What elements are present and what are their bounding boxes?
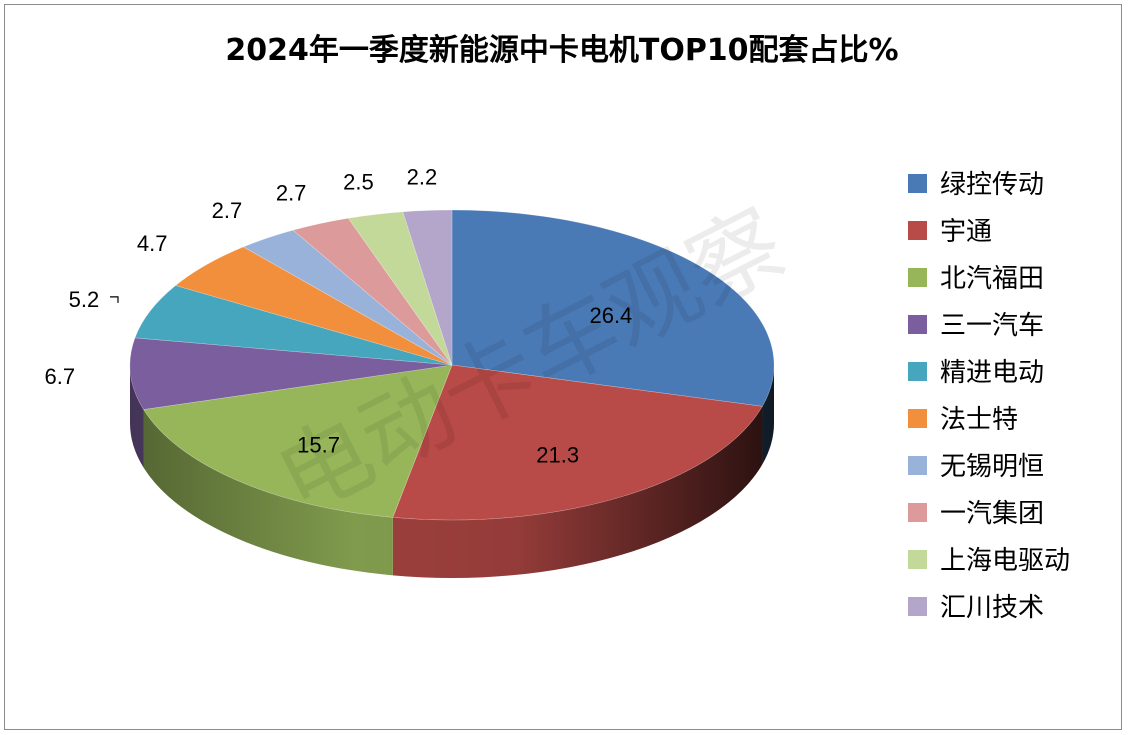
data-label-5: 5.2 — [69, 287, 100, 312]
leader-lines — [109, 296, 119, 303]
legend-swatch-3 — [908, 268, 927, 287]
legend-label-2: 宇通 — [940, 217, 992, 247]
leader-line-5 — [109, 296, 119, 303]
pie-slice-1 — [451, 209, 775, 407]
legend-swatch-1 — [908, 174, 927, 193]
pie-slice-6 — [174, 246, 453, 366]
pie-slice-8 — [292, 217, 453, 366]
legend-label-7: 无锡明恒 — [940, 452, 1044, 482]
legend-label-3: 北汽福田 — [940, 264, 1044, 294]
legend-swatch-6 — [908, 409, 927, 428]
legend-swatch-7 — [908, 456, 927, 475]
pie-slice-5 — [134, 285, 453, 366]
legend-swatch-4 — [908, 315, 927, 334]
legend-swatch-9 — [908, 550, 927, 569]
data-label-8: 2.7 — [276, 180, 307, 205]
legend-label-10: 汇川技术 — [940, 593, 1044, 623]
data-label-7: 2.7 — [212, 198, 243, 223]
pie-slice-10 — [402, 209, 453, 366]
pie-slices — [129, 209, 775, 521]
legend-swatch-8 — [908, 503, 927, 522]
legend-label-1: 绿控传动 — [940, 170, 1044, 200]
pie-slice-2 — [392, 364, 763, 521]
data-label-6: 4.7 — [137, 231, 168, 256]
pie-slice-9 — [347, 211, 453, 366]
data-label-1: 26.4 — [589, 303, 632, 328]
legend-label-5: 精进电动 — [940, 358, 1044, 388]
data-label-2: 21.3 — [536, 443, 579, 468]
legend-label-4: 三一汽车 — [940, 311, 1044, 341]
legend-label-8: 一汽集团 — [940, 499, 1044, 529]
legend-label-9: 上海电驱动 — [940, 546, 1070, 576]
pie-slice-7 — [242, 229, 453, 366]
data-label-10: 2.2 — [407, 164, 438, 189]
pie-side-shading — [130, 365, 774, 578]
legend-swatch-5 — [908, 362, 927, 381]
legend-swatch-2 — [908, 221, 927, 240]
pie-slice-3 — [143, 364, 453, 518]
legend-label-6: 法士特 — [940, 405, 1018, 435]
data-label-4: 6.7 — [45, 364, 76, 389]
data-labels: 26.4 21.3 15.7 6.7 5.2 4.7 2.7 2.7 2.5 2.2 — [45, 164, 633, 467]
data-label-9: 2.5 — [343, 169, 374, 194]
chart-title: 2024年一季度新能源中卡电机TOP10配套占比% — [225, 33, 898, 68]
legend-swatch-10 — [908, 597, 927, 616]
pie-slice-4 — [129, 337, 453, 410]
pie-sides — [130, 365, 775, 578]
data-label-3: 15.7 — [297, 432, 340, 457]
